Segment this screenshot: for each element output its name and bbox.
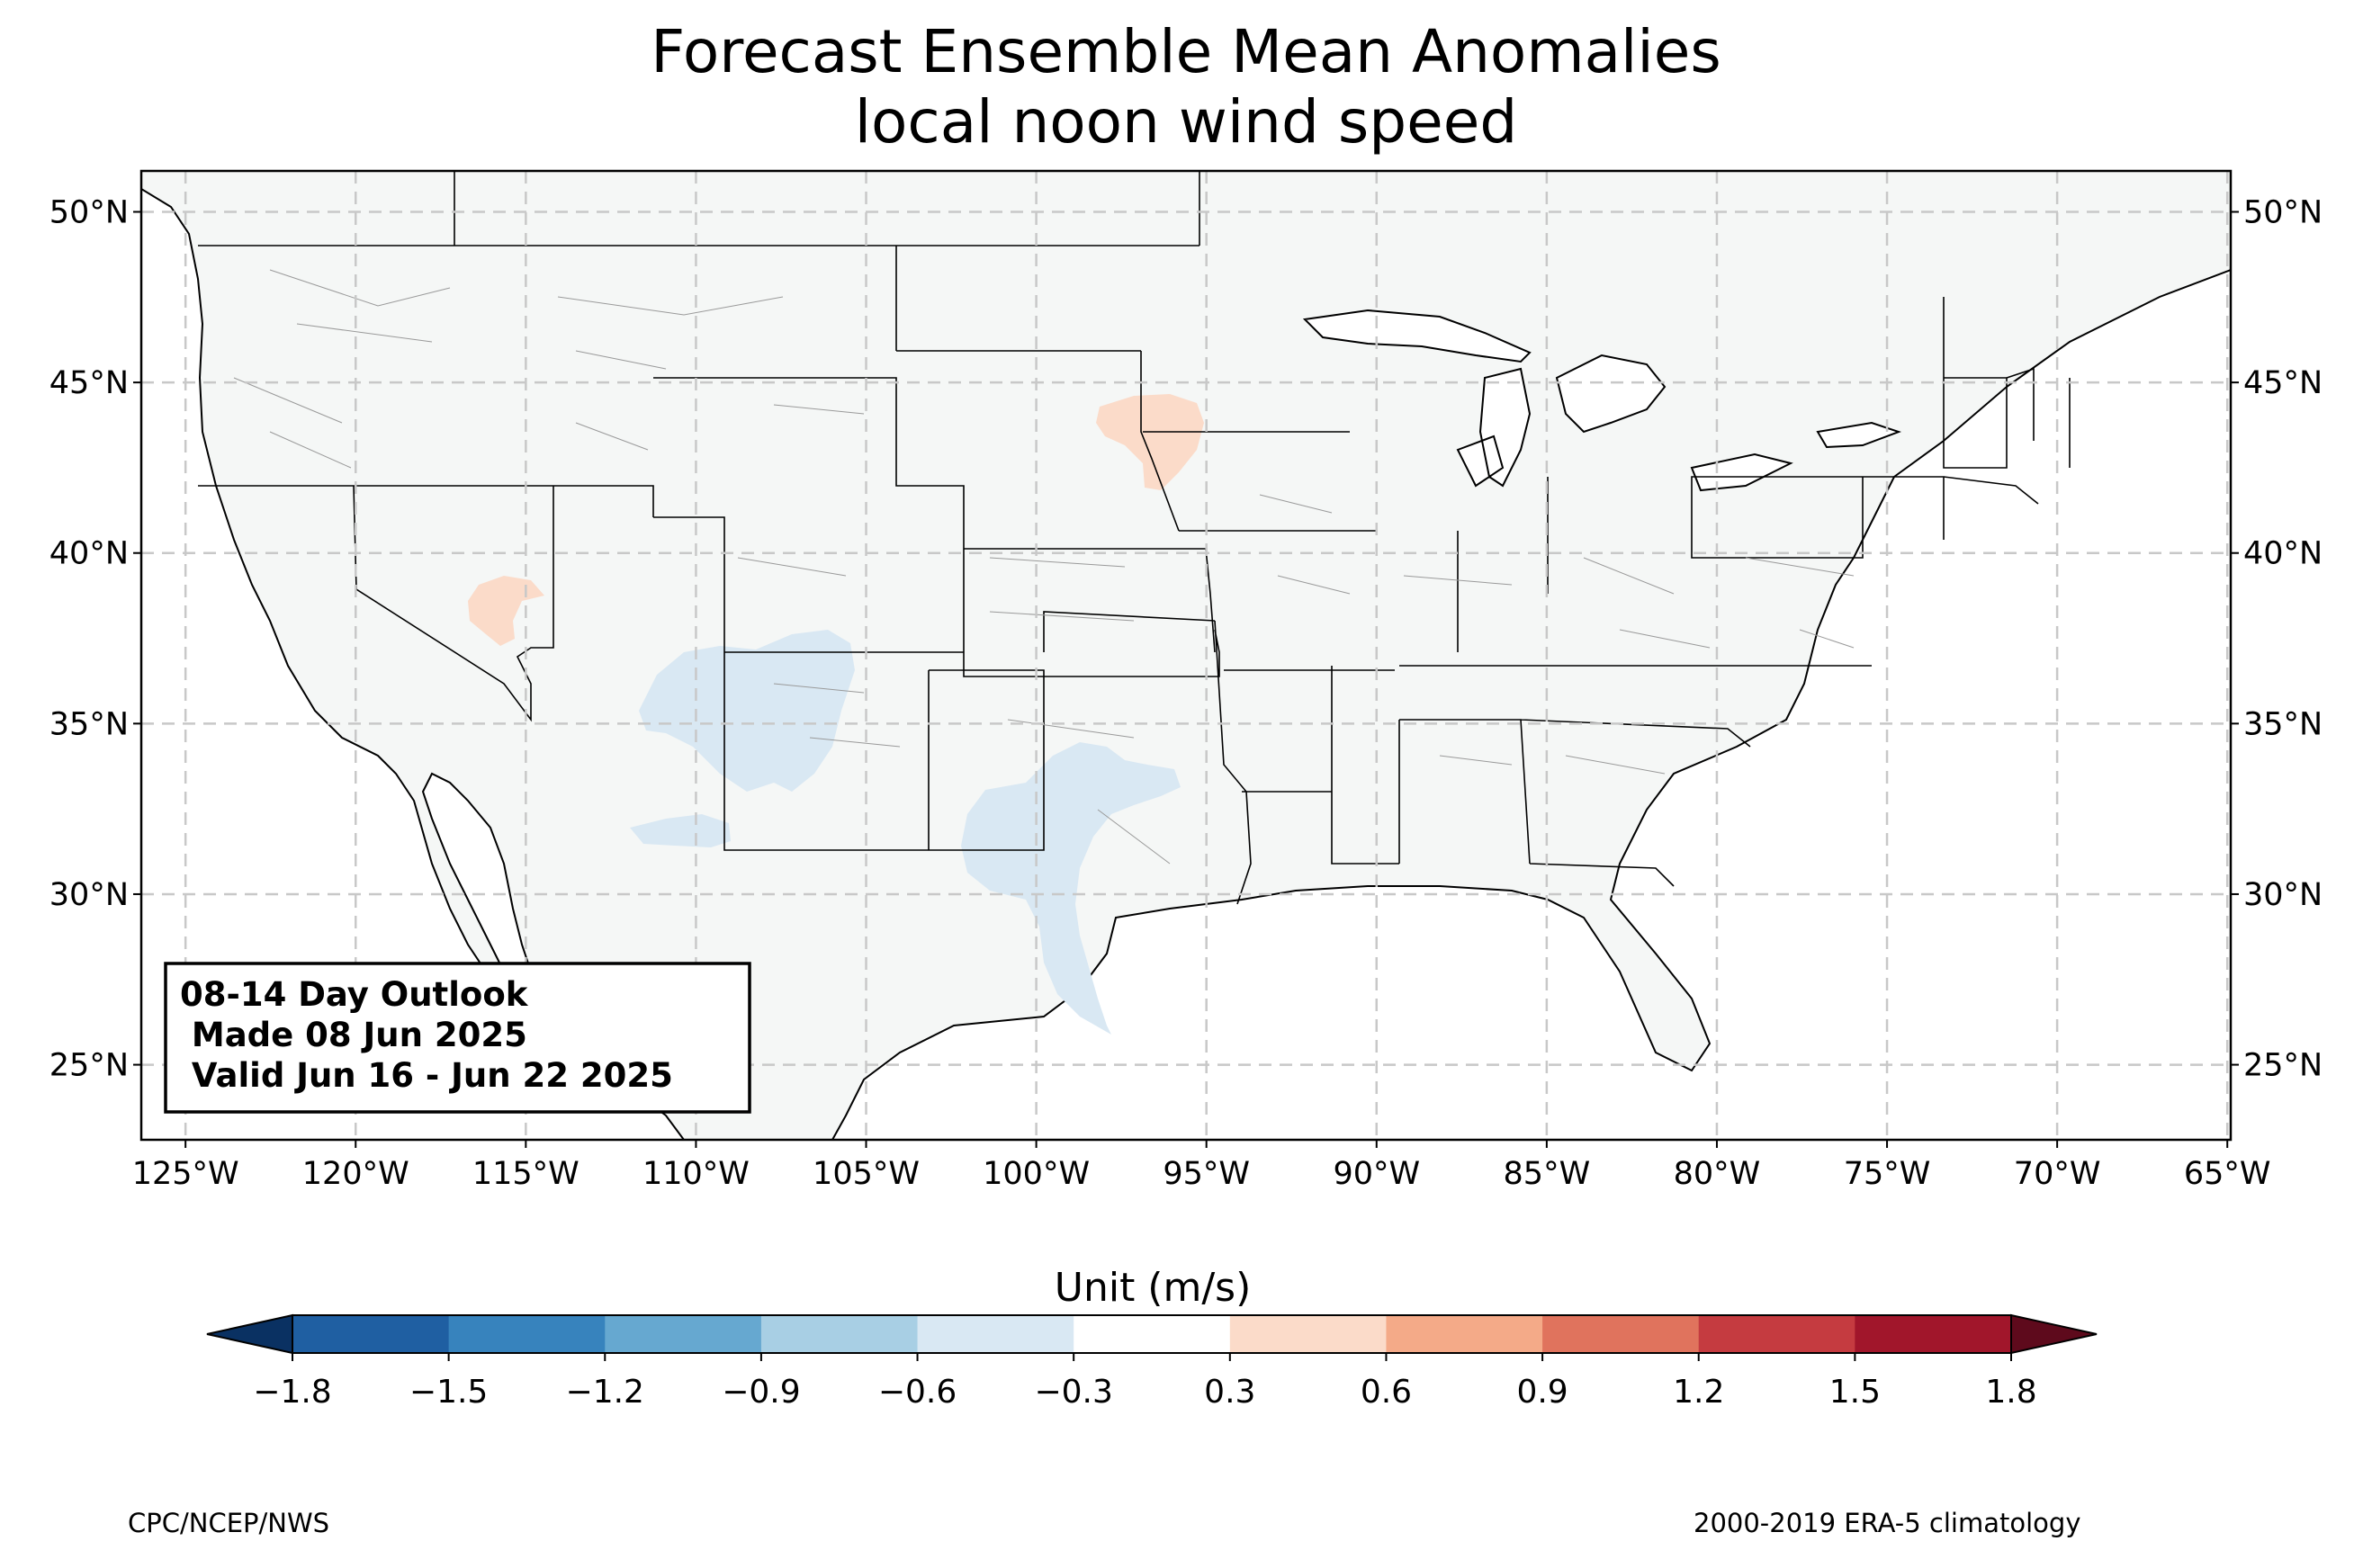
colorbar-outline	[292, 1314, 2012, 1354]
lon-label: 100°W	[983, 1156, 1090, 1192]
outlook-info-box: 08-14 Day Outlook Made 08 Jun 2025 Valid…	[164, 962, 751, 1114]
lon-label: 105°W	[813, 1156, 920, 1192]
lon-label: 95°W	[1163, 1156, 1250, 1192]
colorbar-over-extend	[2010, 1313, 2098, 1355]
lon-label: 70°W	[2014, 1156, 2101, 1192]
colorbar-segment	[1542, 1315, 1700, 1353]
colorbar-tick-label: −0.9	[722, 1374, 800, 1411]
chart-title: Forecast Ensemble Mean Anomalies	[651, 17, 1721, 86]
lon-label: 80°W	[1674, 1156, 1761, 1192]
lat-label-left: 30°N	[49, 877, 129, 913]
colorbar-segment	[448, 1315, 606, 1353]
lat-label-right: 35°N	[2243, 706, 2323, 742]
colorbar-tick-label: 0.9	[1516, 1374, 1568, 1411]
info-line-1: 08-14 Day Outlook	[180, 975, 529, 1014]
lat-axis-left: 50°N 45°N 40°N 35°N 30°N 25°N	[49, 195, 141, 1084]
info-line-2: Made 08 Jun 2025	[180, 1016, 527, 1054]
lon-label: 120°W	[302, 1156, 409, 1192]
lon-label: 125°W	[132, 1156, 239, 1192]
colorbar-tick-label: 0.3	[1204, 1374, 1255, 1411]
colorbar-tick-label: 1.8	[1985, 1374, 2036, 1411]
lon-label: 65°W	[2184, 1156, 2271, 1192]
colorbar-tick-label: 1.2	[1673, 1374, 1724, 1411]
colorbar-tick-label: −0.6	[878, 1374, 957, 1411]
great-lakes	[1302, 309, 1901, 492]
lat-label-left: 35°N	[49, 706, 129, 742]
secondary-lines	[233, 269, 1855, 865]
colorbar-segment	[1698, 1315, 1855, 1353]
colorbar-segment	[1855, 1315, 2012, 1353]
lat-label-right: 40°N	[2243, 536, 2323, 572]
colorbar-segment	[760, 1315, 919, 1353]
colorbar-label: Unit (m/s)	[1055, 1265, 1252, 1311]
colorbar-tick-label: −0.3	[1034, 1374, 1112, 1411]
lat-label-left: 25°N	[49, 1048, 129, 1084]
lon-label: 75°W	[1844, 1156, 1931, 1192]
map-frame	[139, 169, 2233, 1142]
colorbar-segment	[1074, 1315, 1231, 1353]
lon-label: 115°W	[472, 1156, 580, 1192]
colorbar	[206, 1313, 2098, 1355]
lat-label-left: 40°N	[49, 536, 129, 572]
footer-source: CPC/NCEP/NWS	[128, 1508, 330, 1538]
colorbar-segment	[292, 1315, 450, 1353]
map-panel	[141, 171, 2231, 1140]
lat-label-right: 50°N	[2243, 195, 2323, 231]
chart-subtitle: local noon wind speed	[854, 87, 1518, 157]
colorbar-segment	[1229, 1315, 1387, 1353]
colorbar-tick-label: 0.6	[1361, 1374, 1412, 1411]
colorbar-under-extend	[206, 1313, 293, 1355]
footer-climatology: 2000-2019 ERA-5 climatology	[1694, 1508, 2081, 1538]
lon-label: 110°W	[642, 1156, 750, 1192]
colorbar-tick-label: 1.5	[1829, 1374, 1881, 1411]
lat-label-left: 45°N	[49, 365, 129, 401]
anomaly-positive-sd-mn-ia	[1096, 394, 1204, 490]
colorbar-segment	[1386, 1315, 1543, 1353]
colorbar-tick-label: −1.5	[409, 1374, 488, 1411]
lon-label: 90°W	[1333, 1156, 1420, 1192]
anomaly-negative-tx	[961, 742, 1181, 1035]
colorbar-ticks: −1.8 −1.5 −1.2 −0.9 −0.6 −0.3 0.3 0.6 0.9 1.2 1.5 1…	[253, 1353, 2037, 1411]
colorbar-tick-label: −1.2	[566, 1374, 644, 1411]
colorbar-tick-label: −1.8	[253, 1374, 331, 1411]
info-line-3: Valid Jun 16 - Jun 22 2025	[180, 1056, 673, 1095]
state-boundaries	[198, 171, 2071, 905]
lon-label: 85°W	[1504, 1156, 1591, 1192]
lat-label-left: 50°N	[49, 195, 129, 231]
lat-label-right: 45°N	[2243, 365, 2323, 401]
lat-label-right: 25°N	[2243, 1048, 2323, 1084]
lat-label-right: 30°N	[2243, 877, 2323, 913]
lon-axis: 125°W 120°W 115°W 110°W 105°W 100°W 95°W 90°W 85…	[132, 1140, 2271, 1192]
anomaly-negative-az-nm	[630, 630, 855, 847]
colorbar-segment	[605, 1315, 762, 1353]
lat-axis-right: 50°N 45°N 40°N 35°N 30°N 25°N	[2231, 195, 2323, 1084]
colorbar-segment	[917, 1315, 1074, 1353]
